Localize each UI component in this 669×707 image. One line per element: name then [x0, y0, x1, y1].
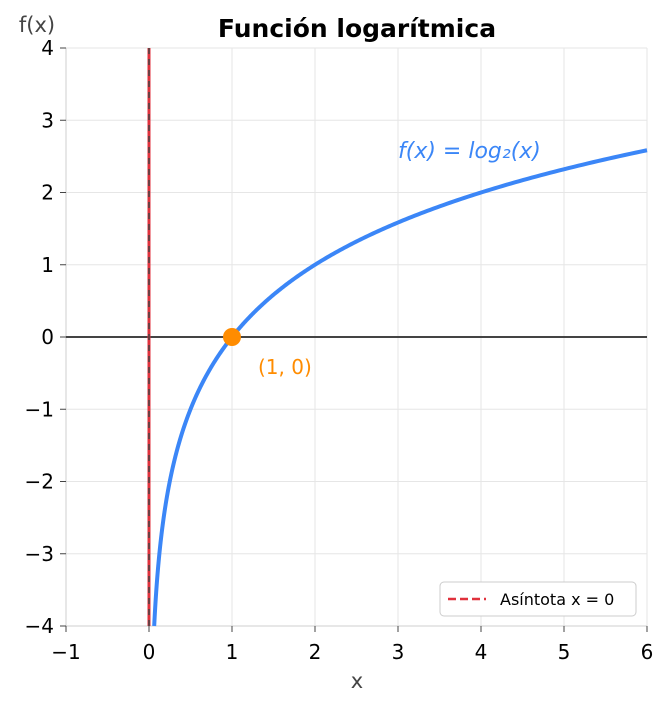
- x-tick-label: 6: [641, 640, 654, 664]
- axes: [65, 48, 647, 627]
- x-tick-label: 3: [392, 640, 405, 664]
- x-tick-label: 0: [143, 640, 156, 664]
- x-tick-label: 1: [226, 640, 239, 664]
- y-tick-label: −1: [25, 397, 54, 421]
- y-tick-label: −4: [25, 614, 54, 638]
- x-tick-label: 4: [475, 640, 488, 664]
- x-tick-label: 5: [558, 640, 571, 664]
- y-tick-label: 0: [41, 325, 54, 349]
- function-label: f(x) = log₂(x): [398, 139, 541, 164]
- y-tick-label: −3: [25, 542, 54, 566]
- x-tick-label: 2: [309, 640, 322, 664]
- chart-title: Función logarítmica: [218, 14, 496, 43]
- plot-area: [147, 48, 648, 627]
- point-1-0: [223, 328, 241, 346]
- y-tick-label: 2: [41, 181, 54, 205]
- y-axis-label: f(x): [19, 13, 55, 37]
- legend-box: [439, 581, 637, 617]
- legend-asymptote-label: Asíntota x = 0: [500, 590, 614, 609]
- y-tick-label: 3: [41, 108, 54, 132]
- x-tick-label: −1: [51, 640, 80, 664]
- legend: Asíntota x = 0: [439, 581, 637, 617]
- ticks: −1 0 1 2 3 4 5 6 −4 −3 −2 −1 0 1 2 3 4: [25, 36, 654, 664]
- point-label: (1, 0): [258, 355, 312, 379]
- y-tick-label: −2: [25, 470, 54, 494]
- y-tick-label: 4: [41, 36, 54, 60]
- y-tick-label: 1: [41, 253, 54, 277]
- log2-curve: [152, 148, 648, 627]
- x-axis-label: x: [351, 669, 363, 693]
